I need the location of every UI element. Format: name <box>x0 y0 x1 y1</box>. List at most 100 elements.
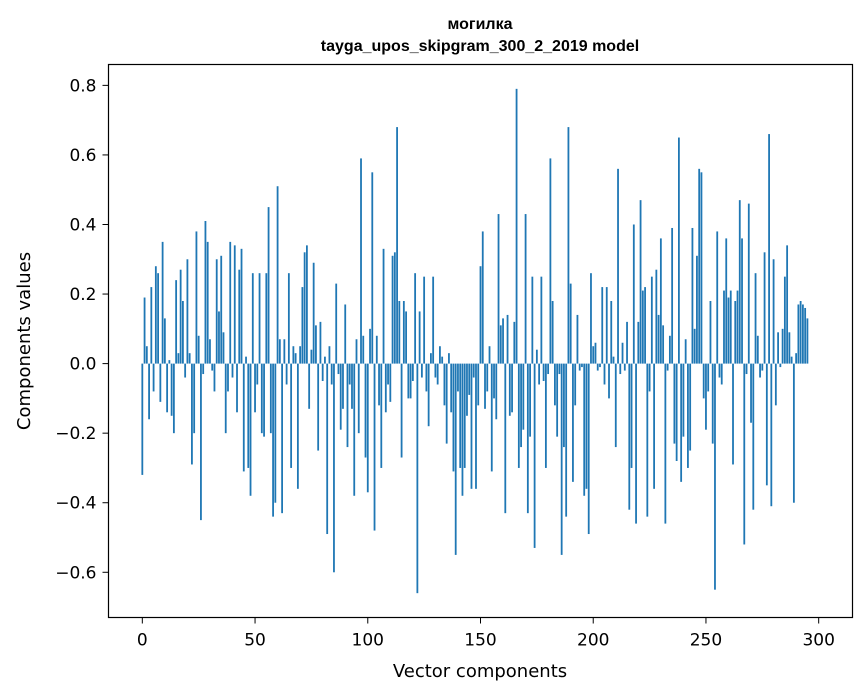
bar <box>792 363 795 503</box>
bar <box>272 363 274 517</box>
bar <box>369 328 371 364</box>
bar <box>274 363 277 503</box>
bar <box>797 304 800 364</box>
bar <box>508 363 511 416</box>
bar <box>671 227 674 364</box>
bar <box>484 363 486 409</box>
bar <box>306 245 308 364</box>
bar <box>330 363 333 385</box>
y-tick-label: 0.8 <box>69 76 96 96</box>
bar <box>542 363 545 381</box>
bar <box>520 363 522 448</box>
bar <box>653 363 655 489</box>
bar <box>328 346 331 364</box>
bar <box>472 363 475 378</box>
bar <box>335 283 338 364</box>
bar <box>736 290 739 364</box>
bar <box>454 363 457 555</box>
bar <box>700 172 703 364</box>
bar <box>727 297 730 364</box>
bar <box>646 363 649 517</box>
y-tick-label: 0.4 <box>69 215 96 235</box>
bar <box>610 301 613 364</box>
bar <box>145 346 148 364</box>
bar <box>596 363 599 371</box>
bar <box>684 339 687 364</box>
bar <box>378 363 380 406</box>
bar <box>245 356 247 364</box>
bar <box>213 363 216 392</box>
bar <box>752 363 755 510</box>
bar <box>224 363 227 434</box>
bar <box>296 363 299 489</box>
bar <box>148 363 150 420</box>
bar <box>662 325 665 364</box>
y-tick-label: 0.2 <box>69 285 96 305</box>
bar <box>434 363 437 378</box>
bar <box>526 363 529 514</box>
bar <box>348 363 351 385</box>
bar <box>574 363 577 406</box>
bar <box>612 356 615 364</box>
bar <box>511 363 513 413</box>
bar <box>360 158 362 364</box>
bar <box>195 231 198 364</box>
bar <box>759 363 761 378</box>
bar <box>707 363 710 392</box>
bar <box>240 248 243 364</box>
bar <box>711 363 714 444</box>
y-tick-label: −0.4 <box>55 494 96 514</box>
bar <box>405 311 407 364</box>
bar <box>254 363 256 413</box>
bar <box>682 363 685 437</box>
bar <box>691 227 694 364</box>
bar <box>594 342 597 364</box>
bar <box>493 363 495 399</box>
bar <box>150 287 153 364</box>
bar <box>355 339 358 364</box>
bar <box>563 363 565 448</box>
bar <box>371 172 374 364</box>
bar <box>772 259 775 364</box>
bar <box>218 311 220 364</box>
bar <box>384 363 387 413</box>
bar <box>177 353 180 364</box>
bar <box>743 363 746 545</box>
bar <box>317 363 320 451</box>
bar <box>432 276 435 364</box>
bar <box>263 363 265 437</box>
bar <box>556 363 559 437</box>
bar <box>644 287 646 364</box>
bar <box>603 363 606 385</box>
bar <box>389 363 392 402</box>
bar <box>346 363 349 448</box>
bar <box>495 363 498 420</box>
bar <box>551 301 554 364</box>
bar <box>655 269 658 364</box>
bar <box>285 363 288 385</box>
y-axis-label: Components values <box>14 252 35 430</box>
bar <box>675 363 678 461</box>
bar <box>761 363 764 371</box>
bar <box>450 363 453 413</box>
bar <box>461 363 464 496</box>
bar <box>738 200 741 364</box>
bar <box>441 356 444 364</box>
bar <box>599 363 601 368</box>
bar <box>569 283 572 364</box>
bar <box>529 363 531 437</box>
bar <box>420 363 423 378</box>
bar <box>581 363 583 368</box>
x-axis-label: Vector components <box>393 661 567 682</box>
bar <box>648 363 651 392</box>
bar <box>544 363 547 468</box>
bar <box>294 353 297 364</box>
bar <box>538 363 541 385</box>
bar <box>161 241 164 364</box>
bar <box>342 363 344 409</box>
bar <box>152 363 155 392</box>
bar <box>463 363 466 468</box>
bar <box>702 363 705 399</box>
bar <box>549 158 552 364</box>
bar <box>657 314 660 364</box>
